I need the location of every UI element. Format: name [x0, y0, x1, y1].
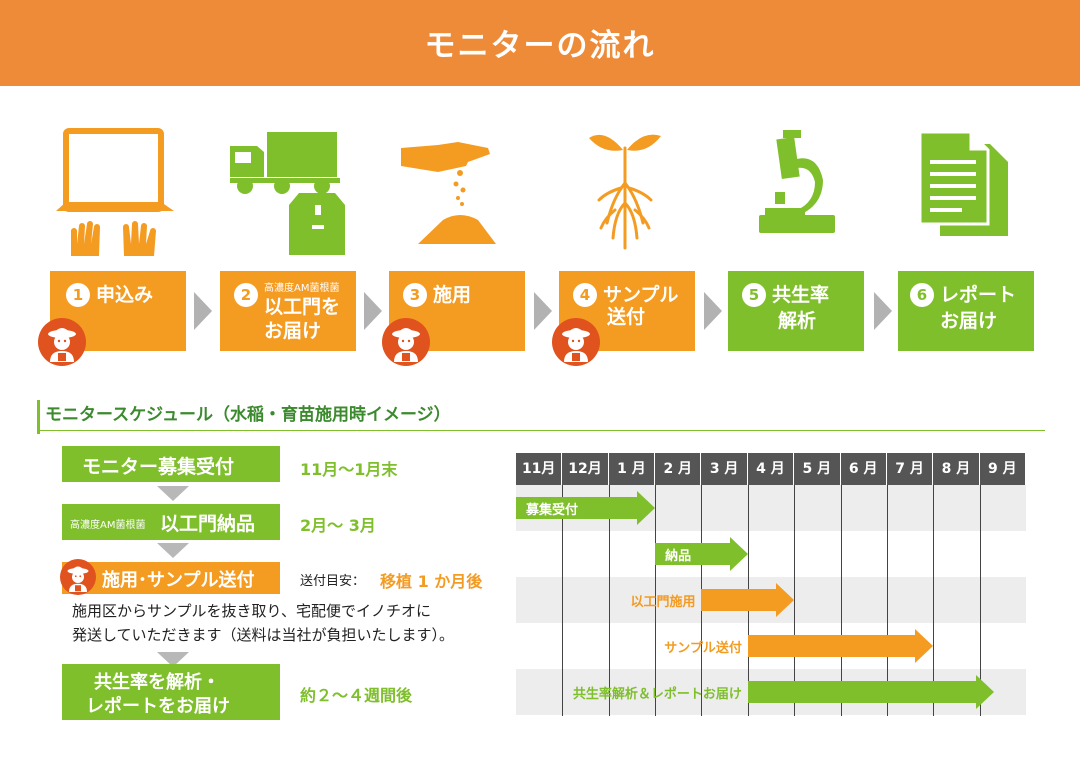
note-line-2: 発送していただきます（送料は当社が負担いたします）。 [72, 626, 455, 644]
chevron-right-icon [194, 292, 212, 330]
gantt-row [516, 531, 1026, 577]
gantt-gridline [840, 485, 842, 716]
gantt-bar [701, 589, 777, 611]
gantt-bar-arrowhead [776, 583, 795, 617]
step-label: 共生率 [772, 284, 830, 306]
farmer-icon [382, 318, 430, 366]
step-number: 2 [234, 283, 258, 307]
step-number: 1 [66, 283, 90, 307]
farmer-icon [38, 318, 86, 366]
gantt-bar-label: 納品 [665, 549, 692, 564]
deliver-period: 2月〜 3月 [300, 516, 376, 535]
report-period: 約２〜４週間後 [300, 686, 413, 705]
gantt-bar-arrowhead [975, 675, 994, 709]
gantt-bar-label: サンプル送付 [664, 641, 742, 656]
deliver-box: 高濃度AM菌根菌 以工門納品 [62, 504, 280, 540]
gantt-bar-arrowhead [915, 629, 934, 663]
gantt-bar-label: 共生率解析＆レポートお届け [572, 687, 742, 702]
header-bar: モニターの流れ [0, 0, 1080, 86]
apply-guide-prefix: 送付目安： [300, 574, 366, 589]
gantt-gridline [562, 485, 564, 716]
gantt-gridline [655, 485, 657, 716]
apply-label: 施用･サンプル送付 [102, 570, 255, 591]
sprout-root-icon [585, 128, 665, 253]
gantt-gridline [886, 485, 888, 716]
gantt-month-header: 8 月 [933, 453, 980, 485]
gantt-month-header: 2 月 [655, 453, 702, 485]
gantt-month-header: 11月 [516, 453, 563, 485]
gantt-month-header: 3 月 [701, 453, 748, 485]
gantt-month-header: 6 月 [840, 453, 887, 485]
farmer-icon [60, 559, 96, 595]
step-number: 4 [573, 283, 597, 307]
truck-icon [227, 130, 352, 257]
section-marker [37, 400, 40, 434]
step-label: 送付 [607, 306, 646, 328]
gantt-bar-arrowhead [637, 491, 656, 525]
gantt-month-header: 5 月 [794, 453, 841, 485]
farmer-icon [552, 318, 600, 366]
recruit-box: モニター募集受付 [62, 446, 280, 482]
down-arrow-icon [157, 543, 189, 558]
laptop-icon [56, 128, 176, 258]
step-small-label: 高濃度AM菌根菌 [264, 283, 340, 294]
microscope-icon [757, 130, 837, 242]
gantt-gridline [608, 485, 610, 716]
gantt-bar-label: 以工門施用 [630, 595, 696, 610]
step-number: 6 [910, 283, 934, 307]
gantt-bar [516, 497, 638, 519]
gantt-bar [655, 543, 730, 565]
gantt-gridline [794, 485, 796, 716]
deliver-small-label: 高濃度AM菌根菌 [70, 520, 146, 531]
chevron-right-icon [364, 292, 382, 330]
gantt-month-header: 1 月 [608, 453, 656, 485]
gantt-bar [747, 635, 916, 657]
gantt-bar [747, 681, 976, 703]
step-6-report: 6 レポート お届け [898, 271, 1034, 351]
page-title: モニターの流れ [424, 28, 656, 64]
recruit-label: モニター募集受付 [82, 456, 235, 478]
schedule-title: モニタースケジュール（水稲・育苗施用時イメージ） [45, 405, 451, 425]
step-label: 申込み [96, 284, 154, 306]
gantt-bar-arrowhead [729, 537, 748, 571]
gantt-month-header: 4 月 [747, 453, 795, 485]
section-divider [37, 430, 1045, 431]
step-number: 3 [403, 283, 427, 307]
note-line-1: 施用区からサンプルを抜き取り、宅配便でイノチオに [72, 602, 431, 620]
step-label: お届け [264, 320, 322, 342]
recruit-period: 11月〜1月末 [300, 460, 398, 479]
step-5-analysis: 5 共生率 解析 [728, 271, 864, 351]
apply-box: 施用･サンプル送付 [62, 562, 280, 594]
step-2-delivery: 2 高濃度AM菌根菌 以工門を お届け [220, 271, 356, 351]
step-label: お届け [940, 310, 998, 332]
deliver-label: 以工門納品 [160, 513, 256, 535]
chevron-right-icon [704, 292, 722, 330]
apply-guide: 移植 1 か月後 [380, 572, 483, 591]
document-icon [918, 130, 1010, 238]
gantt-month-header: 9 月 [979, 453, 1026, 485]
gantt-gridline [979, 485, 981, 716]
step-number: 5 [742, 283, 766, 307]
step-label: サンプル [603, 284, 679, 306]
gantt-month-header: 7 月 [886, 453, 934, 485]
step-label: 施用 [433, 284, 472, 306]
step-3-application: 3 施用 [389, 271, 525, 351]
down-arrow-icon [157, 486, 189, 501]
chevron-right-icon [534, 292, 552, 330]
gantt-month-header: 12月 [562, 453, 609, 485]
report-label-1: 共生率を解析・ [94, 672, 220, 693]
hand-sowing-icon [398, 140, 498, 245]
gantt-bar-label: 募集受付 [526, 503, 579, 518]
step-label: レポート [940, 284, 1017, 306]
report-label-2: レポートをお届け [86, 696, 230, 717]
step-label: 解析 [778, 310, 817, 332]
report-box: 共生率を解析・ レポートをお届け [62, 664, 280, 720]
gantt-gridline [933, 485, 935, 716]
step-label: 以工門を [264, 296, 341, 318]
chevron-right-icon [874, 292, 892, 330]
down-arrow-icon [157, 652, 189, 667]
